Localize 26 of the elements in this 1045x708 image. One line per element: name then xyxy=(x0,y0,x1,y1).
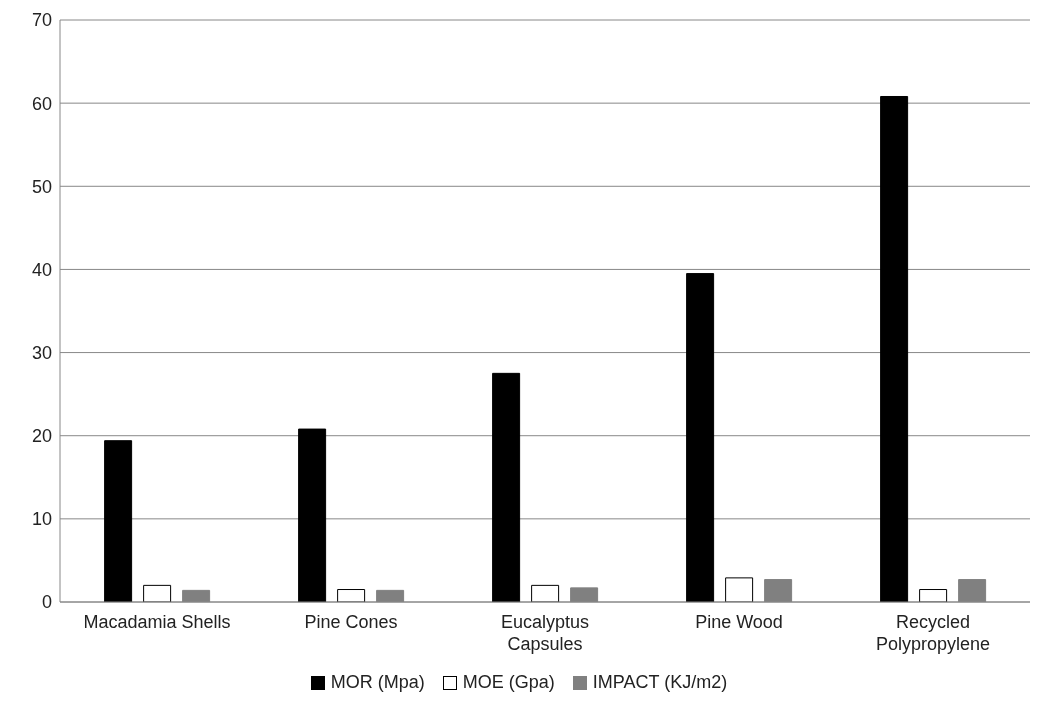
y-tick-label: 30 xyxy=(31,342,52,363)
bar xyxy=(880,95,909,602)
bar xyxy=(143,584,172,602)
bar xyxy=(104,440,133,602)
bar xyxy=(531,584,560,602)
legend-label: MOR (Mpa) xyxy=(329,672,425,693)
y-tick-label: 10 xyxy=(31,509,52,530)
x-tick-label: Pine Cones xyxy=(304,612,398,632)
bar xyxy=(919,589,948,602)
y-tick-label: 70 xyxy=(31,10,52,31)
x-tick-label: Eucalyptus Capsules xyxy=(500,612,590,654)
y-tick-label: 0 xyxy=(41,592,52,613)
legend-label: MOE (Gpa) xyxy=(461,672,555,693)
bar xyxy=(337,589,366,602)
x-tick-label: Recycled Polypropylene xyxy=(875,612,991,654)
y-tick-label: 20 xyxy=(31,426,52,447)
legend-label: IMPACT (KJ/m2) xyxy=(591,672,728,693)
y-tick-label: 50 xyxy=(31,176,52,197)
y-tick-label: 40 xyxy=(31,259,52,280)
x-tick-label: Pine Wood xyxy=(695,612,783,632)
bar xyxy=(686,273,715,602)
bar xyxy=(298,428,327,602)
x-tick-label: Macadamia Shells xyxy=(83,612,231,632)
bar xyxy=(725,577,754,602)
bar xyxy=(492,372,521,602)
y-tick-label: 60 xyxy=(31,93,52,114)
